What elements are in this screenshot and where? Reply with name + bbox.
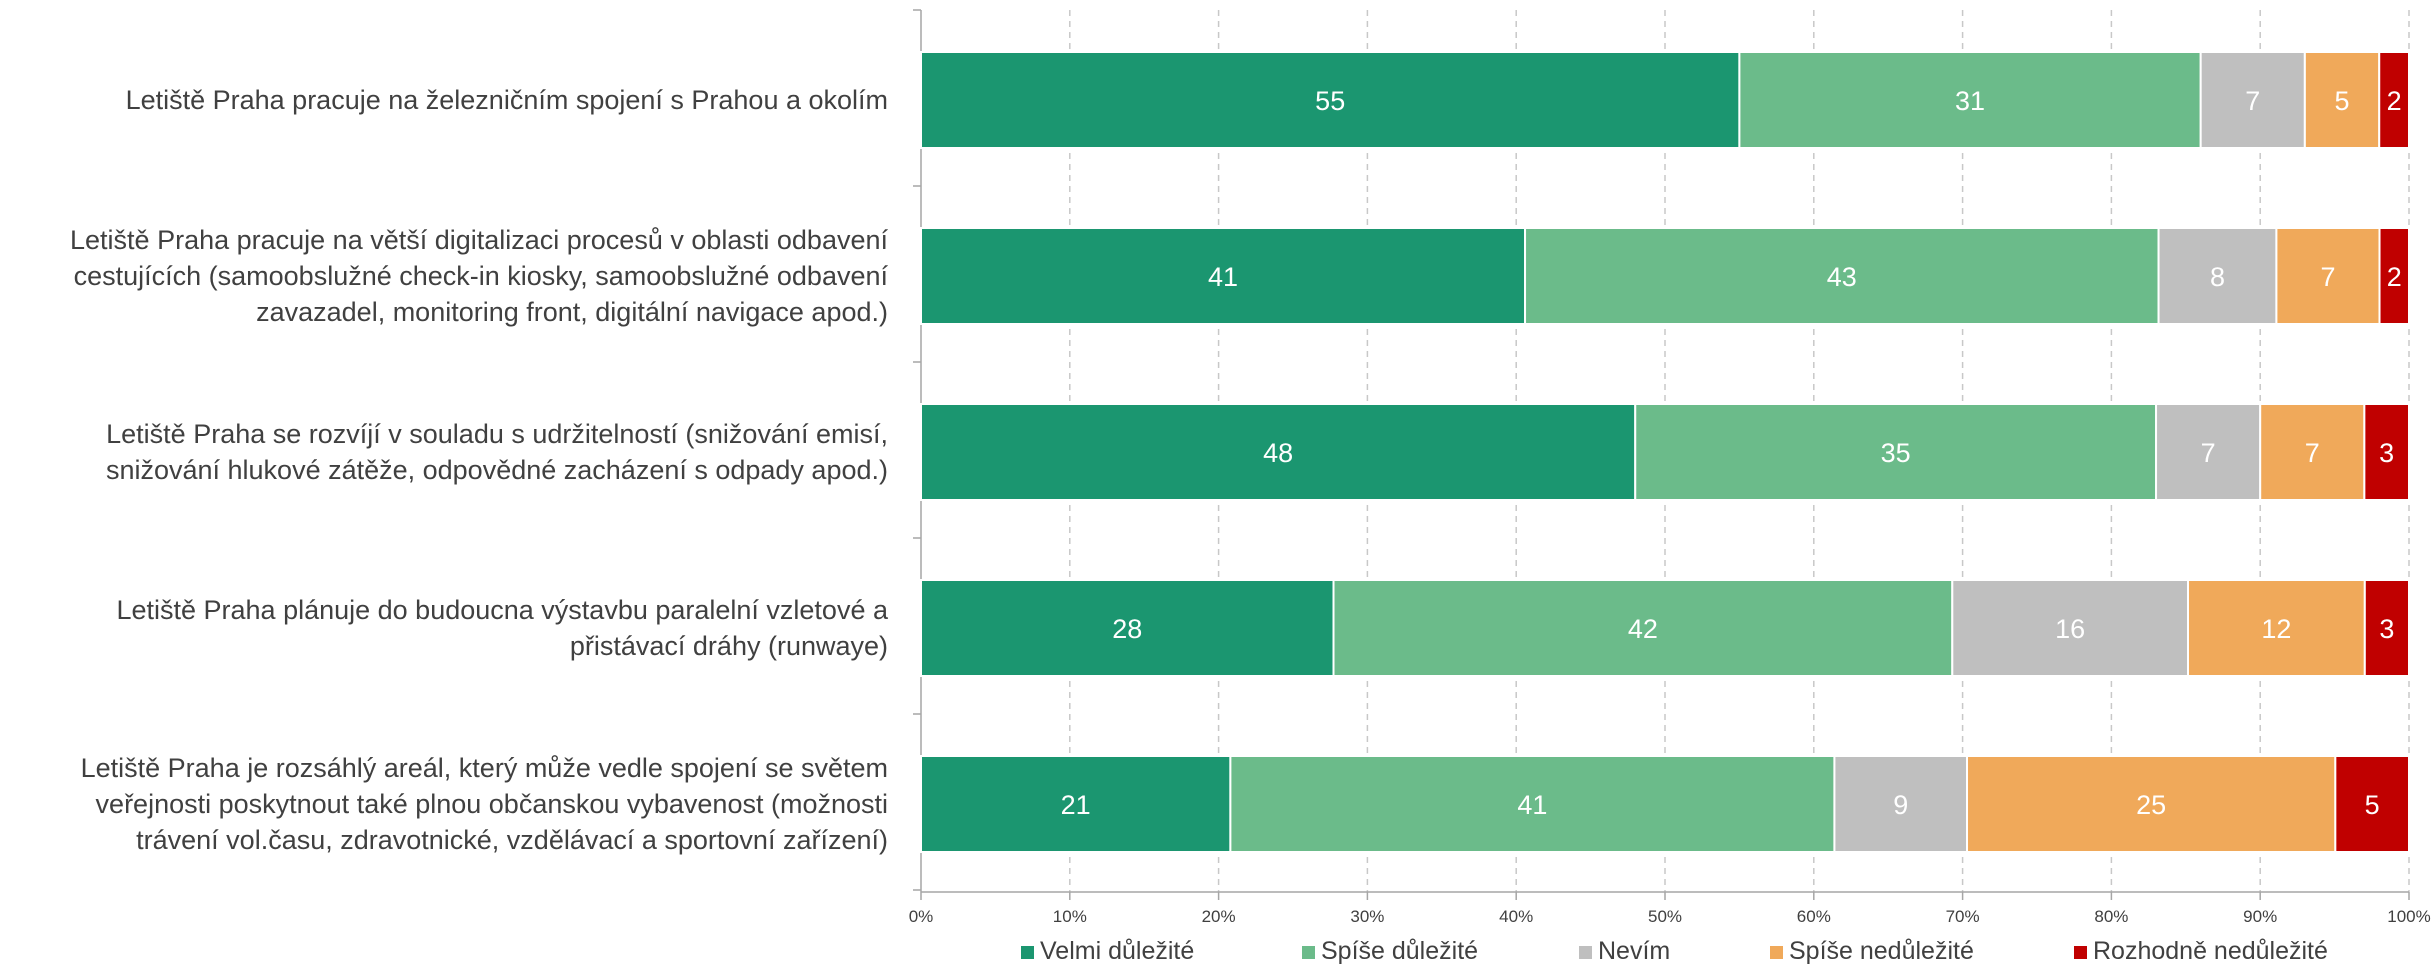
data-label: 28	[1112, 614, 1142, 644]
data-label: 2	[2387, 262, 2402, 292]
data-label: 41	[1517, 790, 1547, 820]
data-label: 5	[2335, 86, 2350, 116]
bar-segment	[2378, 51, 2410, 149]
category-label: přistávací dráhy (runwaye)	[570, 631, 888, 661]
data-label: 2	[2387, 86, 2402, 116]
x-tick-label: 60%	[1797, 907, 1831, 926]
bar-segment	[920, 403, 1637, 501]
category-label: Letiště Praha je rozsáhlý areál, který m…	[81, 753, 888, 783]
data-label: 43	[1827, 262, 1857, 292]
data-label: 41	[1208, 262, 1238, 292]
data-label: 7	[2245, 86, 2260, 116]
bar-segment	[1966, 755, 2337, 853]
data-label: 3	[2379, 614, 2394, 644]
x-tick-label: 20%	[1202, 907, 1236, 926]
category-label: cestujících (samoobslužné check-in kiosk…	[74, 261, 889, 291]
category-label: Letiště Praha pracuje na větší digitaliz…	[70, 225, 888, 255]
bar-segment	[2187, 579, 2366, 677]
bar-segment	[920, 51, 1741, 149]
data-label: 5	[2365, 790, 2380, 820]
x-tick-label: 70%	[1946, 907, 1980, 926]
legend-swatch	[1302, 946, 1315, 959]
category-label: snižování hlukové zátěže, odpovědné zach…	[106, 455, 888, 485]
data-label: 7	[2201, 438, 2216, 468]
x-tick-label: 0%	[909, 907, 934, 926]
data-label: 3	[2379, 438, 2394, 468]
data-label: 8	[2210, 262, 2225, 292]
data-label: 31	[1955, 86, 1985, 116]
category-label: Letiště Praha se rozvíjí v souladu s udr…	[106, 419, 888, 449]
legend-swatch	[2074, 946, 2087, 959]
legend-label: Nevím	[1598, 937, 1670, 965]
bars: 55 31 7 5 2 41 43 8 7 2 48 35 7 7 3 28 42 16 12 3 21 41 9 25 5	[920, 51, 2411, 853]
data-label: 7	[2320, 262, 2335, 292]
x-tick-labels: 0% 10% 20% 30% 40% 50% 60% 70% 80% 90% 100%	[909, 907, 2431, 926]
data-label: 12	[2261, 614, 2291, 644]
data-label: 21	[1061, 790, 1091, 820]
data-label: 35	[1881, 438, 1911, 468]
bar-segment	[1524, 227, 2160, 325]
bar-segment	[920, 227, 1527, 325]
x-tick-label: 100%	[2387, 907, 2430, 926]
x-tick-label: 30%	[1350, 907, 1384, 926]
legend-label: Rozhodně nedůležité	[2093, 937, 2328, 965]
category-label: veřejnosti poskytnout také plnou občansk…	[96, 789, 888, 819]
data-label: 55	[1315, 86, 1345, 116]
bar-segment	[1332, 579, 1954, 677]
data-label: 25	[2136, 790, 2166, 820]
legend: Velmi důležité Spíše důležité Nevím Spíše n…	[1021, 937, 2328, 965]
legend-swatch	[1021, 946, 1034, 959]
data-label: 7	[2305, 438, 2320, 468]
x-tick-label: 40%	[1499, 907, 1533, 926]
data-label: 16	[2055, 614, 2085, 644]
bar-segment	[2334, 755, 2411, 853]
x-tick-label: 80%	[2094, 907, 2128, 926]
legend-label: Spíše nedůležité	[1789, 937, 1974, 965]
category-labels: Letiště Praha pracuje na železničním spo…	[70, 85, 889, 855]
legend-swatch	[1579, 946, 1592, 959]
data-label: 48	[1263, 438, 1293, 468]
bar-segment	[920, 755, 1232, 853]
bar-segment	[1229, 755, 1836, 853]
bar-segment	[2303, 51, 2381, 149]
bar-segment	[2259, 403, 2366, 501]
bar-segment	[2363, 579, 2411, 677]
data-label: 9	[1893, 790, 1908, 820]
legend-label: Spíše důležité	[1321, 937, 1478, 965]
category-label: zavazadel, monitoring front, digitální n…	[256, 297, 888, 327]
category-label: trávení vol.času, zdravotnické, vzděláva…	[136, 825, 888, 855]
bar-segment	[920, 579, 1335, 677]
legend-swatch	[1770, 946, 1783, 959]
category-label: Letiště Praha plánuje do budoucna výstav…	[116, 595, 889, 625]
bar-segment	[2363, 403, 2411, 501]
bar-segment	[2157, 227, 2278, 325]
x-tick-label: 50%	[1648, 907, 1682, 926]
x-tick-label: 10%	[1053, 907, 1087, 926]
bar-segment	[1833, 755, 1969, 853]
legend-label: Velmi důležité	[1040, 937, 1194, 965]
bar-segment	[2378, 227, 2411, 325]
category-label: Letiště Praha pracuje na železničním spo…	[126, 85, 888, 115]
x-tick-label: 90%	[2243, 907, 2277, 926]
data-label: 42	[1628, 614, 1658, 644]
bar-segment	[2275, 227, 2381, 325]
bar-segment	[2155, 403, 2262, 501]
